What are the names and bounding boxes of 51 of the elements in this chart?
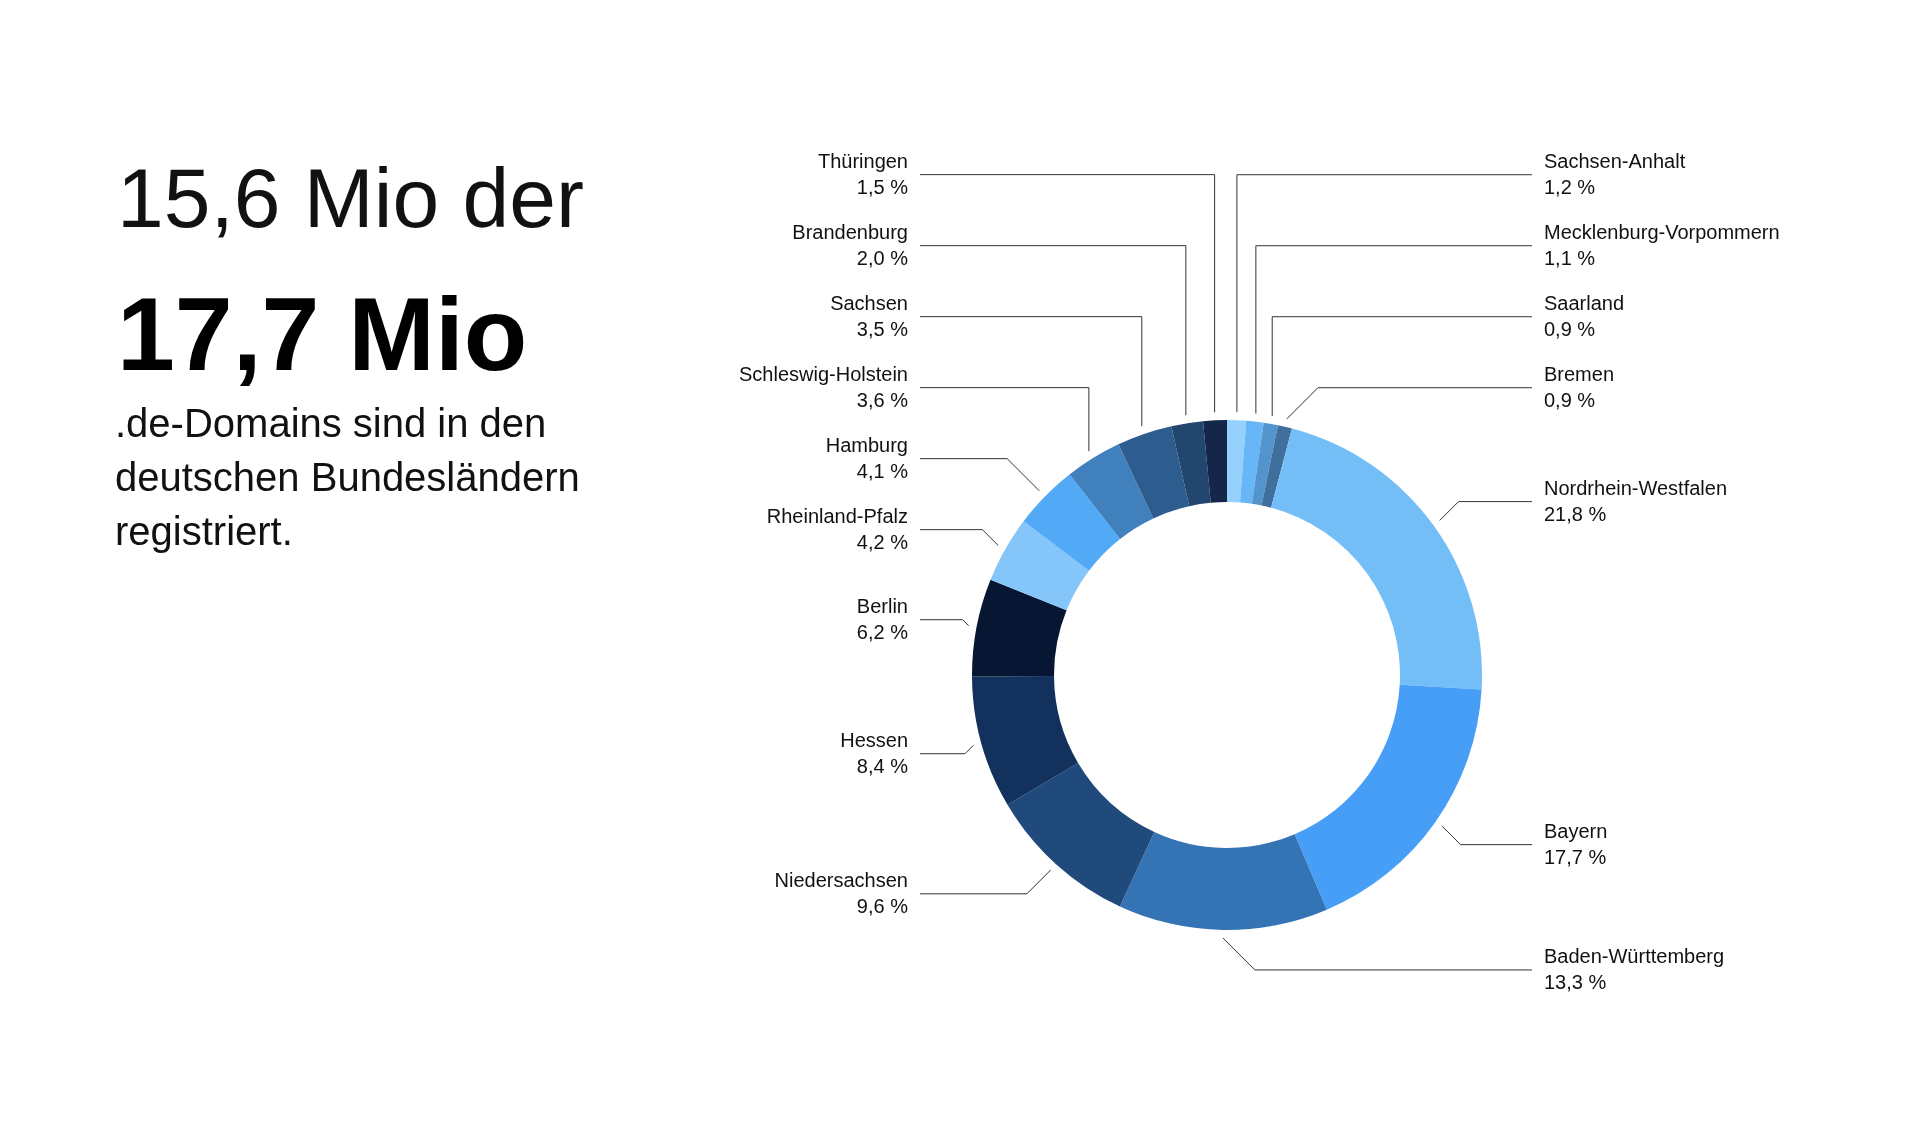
donut-slice xyxy=(1261,425,1292,508)
donut-slice xyxy=(1171,421,1211,507)
data-label: 6,2 % xyxy=(856,620,909,643)
data-label: 0,9 % xyxy=(1544,317,1596,340)
donut-slice xyxy=(1251,422,1278,506)
slice-label: Sachsen xyxy=(830,291,908,314)
slice-label: Hessen xyxy=(840,728,908,751)
data-label: 2,0 % xyxy=(856,246,909,269)
donut-slice xyxy=(1271,428,1482,690)
data-label: 4,1 % xyxy=(856,459,909,482)
donut-slice xyxy=(990,521,1089,611)
slice-label: Rheinland-Pfalz xyxy=(766,504,908,527)
slice-label: Schleswig-Holstein xyxy=(739,362,908,385)
chart-title: 15,6 Mio der xyxy=(117,151,584,245)
donut-slice xyxy=(1203,420,1227,503)
donut-slice xyxy=(1023,474,1121,571)
data-label: 17,7 % xyxy=(1544,845,1607,868)
donut-slice xyxy=(1119,832,1327,930)
donut-slice xyxy=(972,676,1079,805)
slice-label: Bremen xyxy=(1544,362,1615,385)
slice-label: Baden-Württemberg xyxy=(1544,944,1725,967)
donut-slice xyxy=(1240,420,1264,504)
text: .de-Domains sind in den deutschen Bundesländern registriert. xyxy=(115,401,580,553)
slice-label: Hamburg xyxy=(825,433,908,456)
slice-label: Brandenburg xyxy=(792,220,908,243)
slice-label: Nordrhein-Westfalen xyxy=(1544,476,1728,499)
donut-slice xyxy=(1069,444,1154,539)
donut-slice xyxy=(1118,426,1190,519)
data-label: 1,5 % xyxy=(856,175,909,198)
slice-label: Berlin xyxy=(856,594,908,617)
data-label: 1,2 % xyxy=(1544,175,1596,198)
data-label: 9,6 % xyxy=(856,894,909,917)
data-label: 13,3 % xyxy=(1544,970,1607,993)
data-label: 4,2 % xyxy=(856,530,909,553)
slice-label: Sachsen-Anhalt xyxy=(1544,149,1686,172)
donut-slice xyxy=(1227,420,1247,503)
data-label: 0,9 % xyxy=(1544,388,1596,411)
data-label: 21,8 % xyxy=(1544,502,1607,525)
slice-label: Saarland xyxy=(1544,291,1625,314)
slice-label: Mecklenburg-Vorpommern xyxy=(1544,220,1780,243)
donut-slice xyxy=(972,579,1067,677)
donut-slice xyxy=(1007,763,1155,907)
data-label: 3,6 % xyxy=(856,388,909,411)
slice-label: Bayern xyxy=(1544,819,1608,842)
text: 17,7 Mio xyxy=(117,276,528,392)
data-label: 1,1 % xyxy=(1544,246,1596,269)
data-label: 8,4 % xyxy=(856,754,909,777)
donut-slice xyxy=(1294,684,1482,910)
slice-label: Niedersachsen xyxy=(774,868,908,891)
data-label: 3,5 % xyxy=(856,317,909,340)
slice-label: Thüringen xyxy=(817,149,908,172)
